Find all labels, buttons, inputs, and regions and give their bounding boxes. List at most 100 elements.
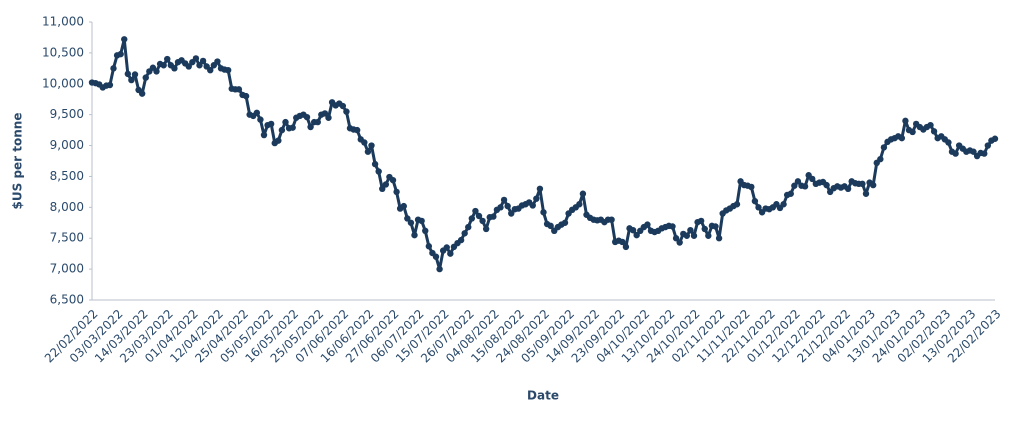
point bbox=[235, 86, 243, 93]
point bbox=[909, 128, 916, 136]
point bbox=[547, 222, 554, 230]
point bbox=[321, 110, 329, 117]
point bbox=[844, 185, 852, 192]
point bbox=[733, 201, 741, 208]
point bbox=[278, 126, 286, 134]
point bbox=[214, 58, 221, 65]
point bbox=[823, 181, 830, 189]
point bbox=[751, 197, 759, 205]
point bbox=[461, 230, 468, 237]
point bbox=[128, 76, 135, 84]
point bbox=[981, 150, 988, 157]
point bbox=[508, 210, 515, 217]
point bbox=[400, 202, 407, 210]
point bbox=[576, 201, 583, 208]
point bbox=[393, 188, 400, 196]
point bbox=[260, 131, 268, 139]
point bbox=[353, 126, 361, 134]
point bbox=[690, 232, 698, 239]
point bbox=[687, 226, 694, 234]
point bbox=[945, 139, 952, 146]
point bbox=[282, 118, 289, 126]
y-tick-label: 7,000 bbox=[50, 262, 84, 276]
point bbox=[368, 142, 375, 149]
point bbox=[500, 196, 508, 204]
point bbox=[303, 113, 311, 121]
point bbox=[529, 202, 536, 209]
y-tick-label: 10,500 bbox=[42, 45, 84, 59]
y-tick-label: 8,500 bbox=[50, 169, 84, 183]
point bbox=[171, 65, 178, 72]
point bbox=[106, 81, 114, 89]
point bbox=[579, 190, 587, 197]
y-tick-label: 9,000 bbox=[50, 138, 84, 152]
point bbox=[755, 204, 762, 211]
point bbox=[361, 139, 368, 146]
point bbox=[339, 102, 347, 110]
y-tick-label: 8,000 bbox=[50, 200, 84, 214]
y-axis-title: $US per tonne bbox=[11, 113, 25, 210]
point bbox=[164, 55, 171, 63]
point bbox=[307, 123, 314, 131]
point bbox=[902, 117, 909, 125]
point bbox=[533, 195, 540, 202]
point bbox=[371, 160, 379, 168]
point bbox=[199, 57, 207, 65]
point bbox=[536, 185, 544, 192]
point bbox=[629, 226, 637, 234]
point bbox=[952, 150, 959, 157]
point bbox=[984, 142, 992, 149]
point bbox=[490, 213, 497, 220]
point bbox=[497, 204, 504, 211]
point bbox=[809, 175, 816, 183]
point bbox=[791, 182, 798, 189]
point bbox=[672, 235, 680, 242]
point bbox=[110, 65, 117, 72]
y-tick-label: 7,500 bbox=[50, 231, 84, 245]
point bbox=[683, 232, 691, 239]
point bbox=[411, 231, 418, 239]
point bbox=[325, 114, 332, 121]
point bbox=[669, 223, 676, 230]
y-tick-label: 10,000 bbox=[42, 76, 84, 90]
point bbox=[465, 223, 472, 231]
point bbox=[780, 201, 787, 208]
point bbox=[482, 225, 490, 233]
point bbox=[862, 190, 870, 197]
point bbox=[540, 209, 547, 216]
point bbox=[443, 244, 450, 251]
point bbox=[479, 217, 486, 225]
point bbox=[468, 215, 476, 222]
line bbox=[91, 37, 996, 271]
point bbox=[930, 128, 938, 135]
point bbox=[457, 236, 465, 244]
point bbox=[436, 265, 443, 273]
point bbox=[314, 118, 321, 126]
point bbox=[160, 62, 167, 69]
point bbox=[404, 215, 411, 222]
point bbox=[407, 219, 415, 226]
point bbox=[138, 90, 146, 97]
point bbox=[382, 181, 390, 188]
point bbox=[418, 217, 425, 225]
point bbox=[425, 243, 433, 250]
point bbox=[364, 148, 372, 155]
point bbox=[447, 250, 454, 257]
point bbox=[877, 155, 884, 163]
point bbox=[207, 66, 214, 74]
point bbox=[701, 225, 708, 233]
point bbox=[859, 180, 866, 188]
point bbox=[267, 120, 275, 128]
point bbox=[253, 109, 261, 117]
point bbox=[121, 36, 128, 43]
point bbox=[257, 116, 264, 123]
point bbox=[343, 108, 350, 115]
point bbox=[289, 124, 296, 131]
point bbox=[898, 134, 906, 142]
point bbox=[117, 50, 124, 58]
point bbox=[153, 68, 160, 75]
point bbox=[880, 144, 888, 151]
point bbox=[801, 183, 809, 190]
point bbox=[619, 238, 626, 246]
